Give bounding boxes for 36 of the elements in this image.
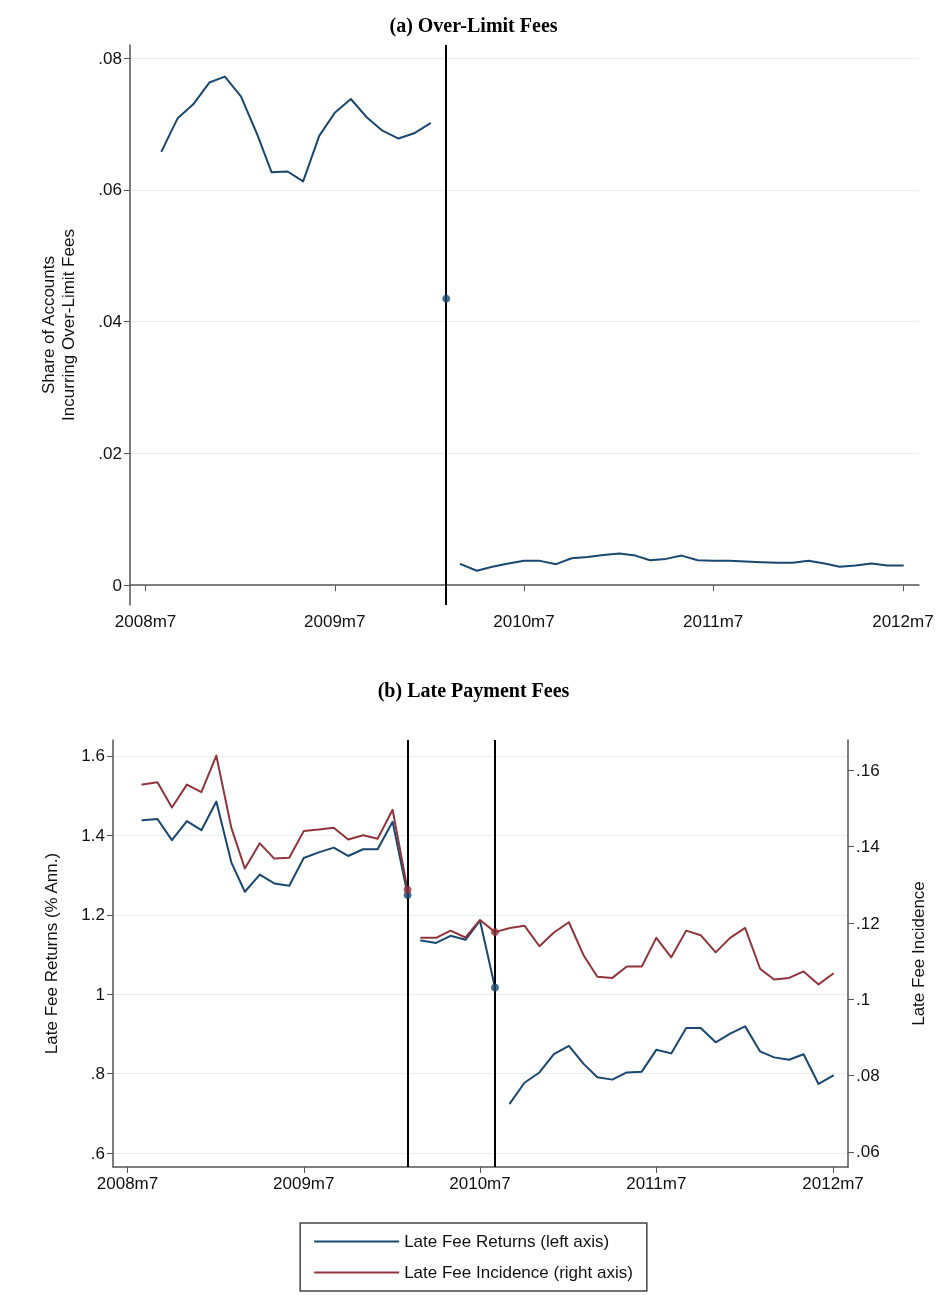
y2-tick-label: .1 (856, 989, 871, 1009)
y-axis-title: Share of Accounts Incurring Over-Limit Fees (38, 229, 78, 421)
y2-tick-label: .16 (856, 761, 880, 780)
x-tick-label: 2012m7 (872, 612, 934, 631)
x-tick-label: 2011m7 (626, 1174, 687, 1193)
y2-tick-label: .08 (856, 1066, 880, 1085)
y-tick-label: .02 (98, 443, 122, 463)
y2-axis-title: Late Fee Incidence (908, 881, 928, 1026)
y-tick-label: .04 (98, 312, 122, 332)
x-tick-label: 2011m7 (683, 612, 744, 631)
line-series (508, 1025, 835, 1105)
x-tick-label: 2008m7 (114, 612, 177, 631)
y-tick-label: 1.6 (81, 746, 105, 766)
chart-title: (b) Late Payment Fees (377, 679, 570, 702)
y-axis-title: Late Fee Returns (% Ann.) (41, 852, 61, 1055)
y-tick-label: 1 (95, 984, 105, 1004)
y-tick-label: 1.2 (81, 905, 105, 925)
y-tick-label: 1.4 (81, 825, 105, 845)
y-tick-label: .8 (90, 1064, 105, 1084)
line-series (420, 918, 835, 986)
legend-label: Late Fee Incidence (right axis) (404, 1263, 633, 1282)
y-tick-label: .08 (98, 48, 122, 68)
x-tick-label: 2008m7 (96, 1174, 159, 1193)
x-tick-label: 2009m7 (273, 1174, 335, 1193)
y2-tick-label: .06 (856, 1142, 880, 1162)
y2-tick-label: .12 (856, 913, 880, 933)
y-tick-label: .6 (90, 1143, 105, 1163)
x-tick-label: 2010m7 (449, 1174, 511, 1193)
chart-title: (a) Over-Limit Fees (389, 14, 558, 37)
x-tick-label: 2009m7 (304, 612, 366, 631)
y-tick-label: .06 (98, 180, 122, 200)
legend-label: Late Fee Returns (left axis) (404, 1232, 610, 1251)
x-tick-label: 2012m7 (802, 1174, 864, 1193)
y2-tick-label: .14 (856, 837, 880, 857)
y-tick-label: 0 (112, 575, 122, 595)
x-tick-label: 2010m7 (493, 612, 555, 631)
